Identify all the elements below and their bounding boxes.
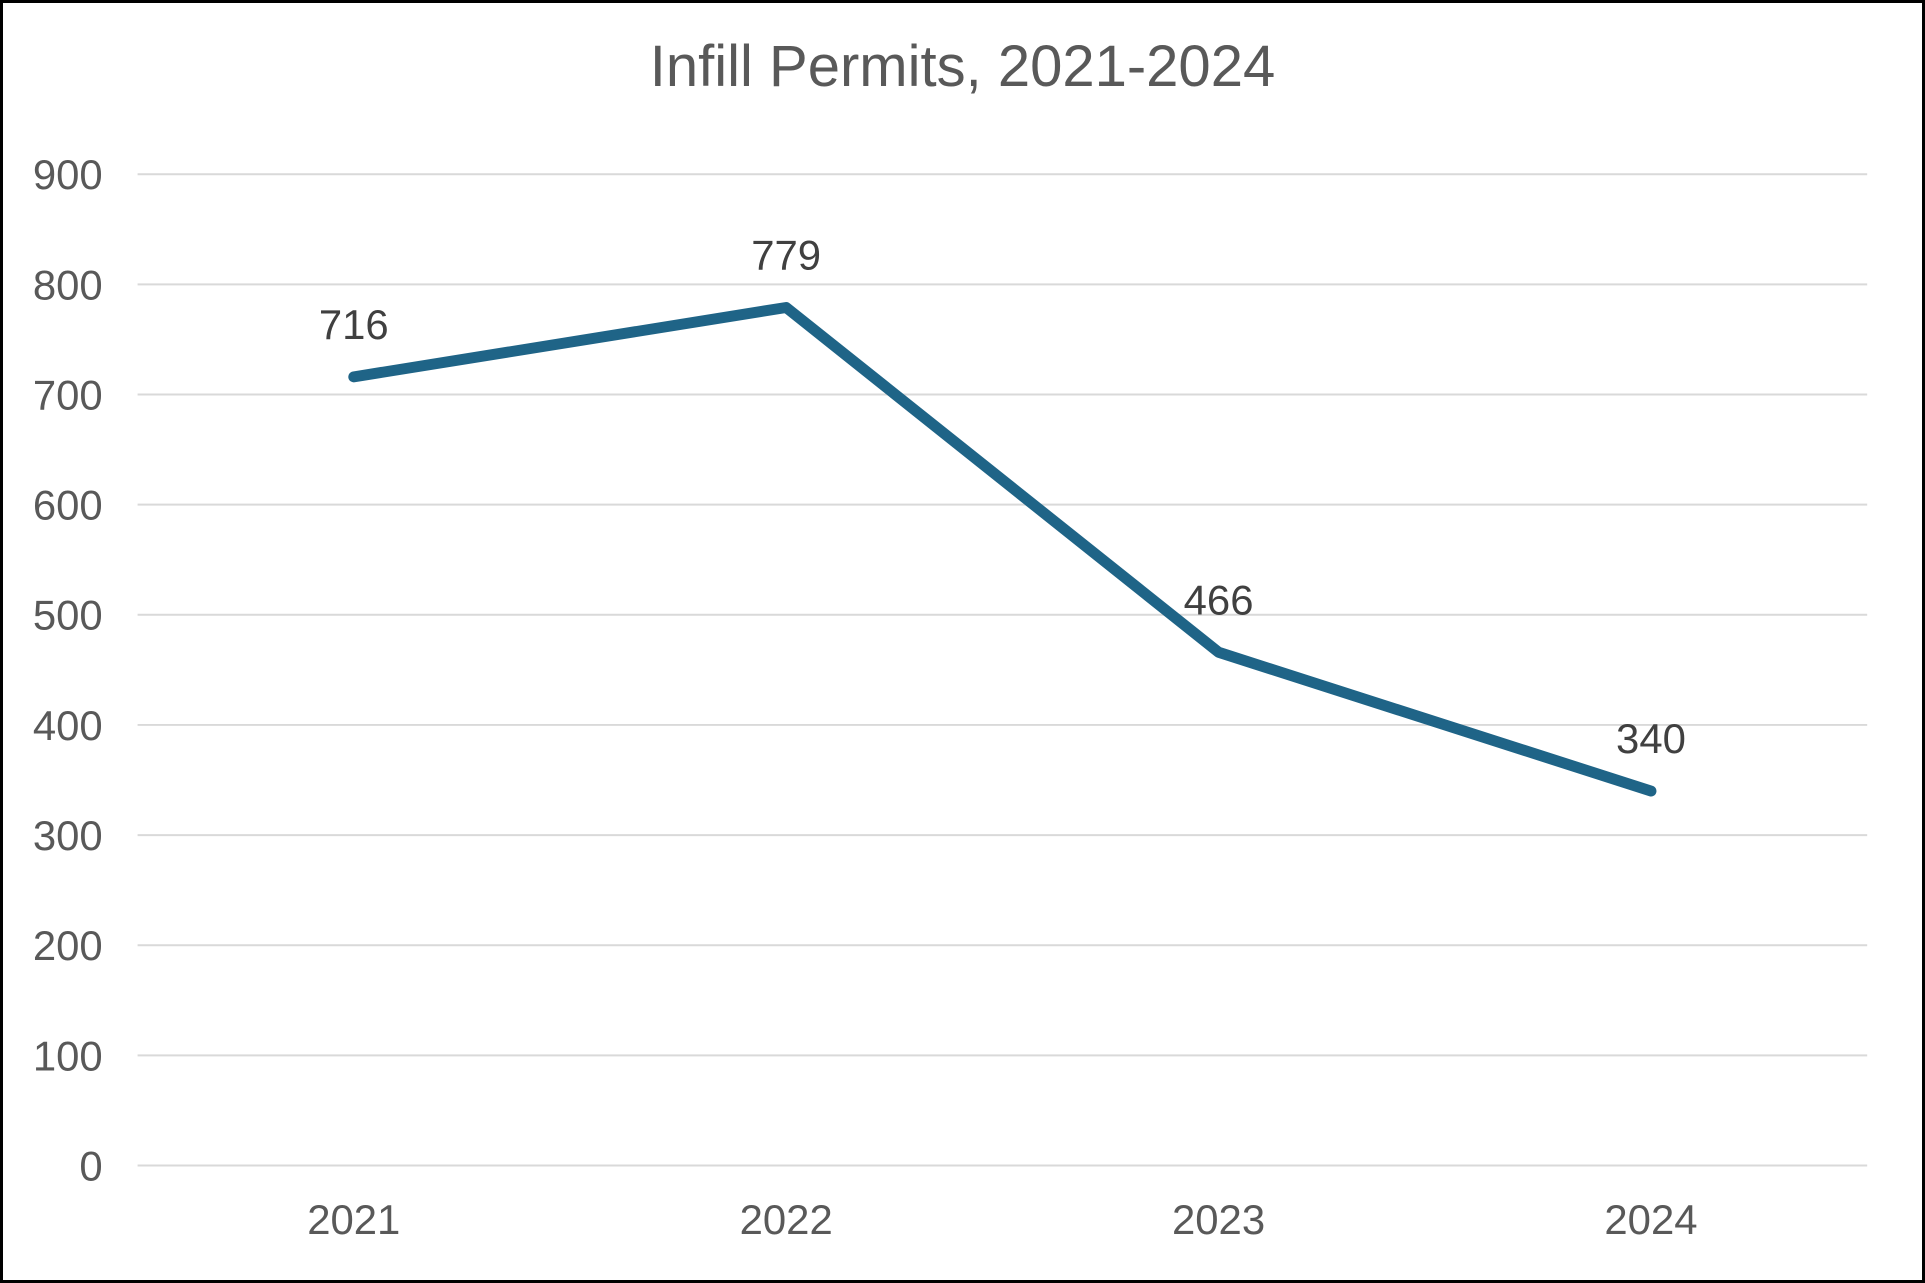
x-tick-label: 2021 (307, 1196, 400, 1243)
y-tick-label: 100 (33, 1032, 103, 1079)
data-label: 466 (1184, 576, 1254, 623)
y-tick-label: 800 (33, 261, 103, 308)
y-tick-label: 0 (79, 1142, 102, 1189)
y-tick-label: 300 (33, 812, 103, 859)
y-tick-label: 400 (33, 702, 103, 749)
x-tick-label: 2024 (1604, 1196, 1697, 1243)
y-tick-label: 700 (33, 371, 103, 418)
data-line (348, 302, 1657, 797)
x-tick-label: 2023 (1172, 1196, 1265, 1243)
data-label: 779 (751, 232, 821, 279)
line-chart-canvas: 0 100 200 300 400 500 600 700 800 900 2021 2022 2023… (33, 151, 1868, 1243)
x-tick-label: 2022 (740, 1196, 833, 1243)
data-label: 716 (319, 301, 389, 348)
chart-title: Infill Permits, 2021-2024 (649, 34, 1276, 99)
y-tick-label: 900 (33, 151, 103, 198)
y-tick-label: 200 (33, 922, 103, 969)
data-label: 340 (1616, 715, 1686, 762)
y-tick-label: 500 (33, 592, 103, 639)
y-tick-label: 600 (33, 482, 103, 529)
